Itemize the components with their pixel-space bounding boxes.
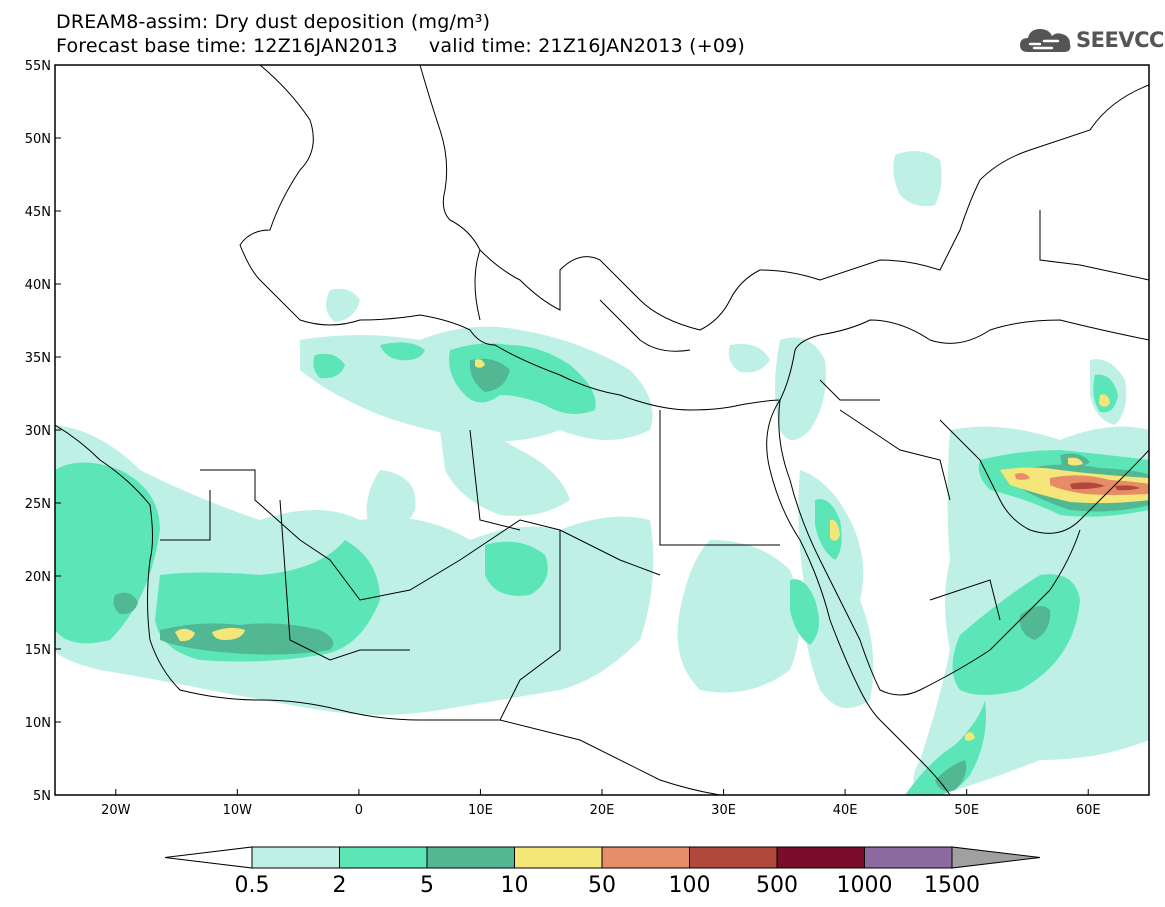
seevccc-logo: SEEVCCC (1018, 24, 1165, 58)
coastlines-and-borders (55, 65, 1149, 795)
colorbar-segment (514, 846, 603, 869)
colorbar-label: 2 (333, 873, 347, 898)
colorbar-label: 10 (501, 873, 529, 898)
lat-tick-label: 25N (25, 497, 51, 512)
lat-tick-label: 40N (25, 278, 51, 293)
lon-tick-label: 40E (833, 803, 858, 818)
logo-text: SEEVCCC (1076, 28, 1165, 52)
colorbar: 0.5 2 5 10 50 100 500 1000 1500 (164, 846, 1041, 898)
colorbar-label: 1500 (924, 873, 980, 898)
lon-tick-label: 60E (1076, 803, 1101, 818)
colorbar-label: 1000 (837, 873, 893, 898)
lat-tick-label: 50N (25, 132, 51, 147)
longitude-ticks: 20W 10W 0 10E 20E 30E 40E 50E 60E (101, 789, 1101, 818)
colorbar-segment (426, 846, 515, 869)
colorbar-segment (689, 846, 778, 869)
lat-tick-label: 45N (25, 205, 51, 220)
colorbar-segment (864, 846, 953, 869)
colorbar-label: 500 (756, 873, 798, 898)
cloud-logo-icon (1020, 29, 1071, 52)
dust-field (55, 65, 1149, 795)
lon-tick-label: 30E (711, 803, 736, 818)
colorbar-segment (251, 846, 340, 869)
colorbar-label: 50 (588, 873, 616, 898)
lat-tick-label: 35N (25, 351, 51, 366)
colorbar-label: 5 (420, 873, 434, 898)
colorbar-label: 0.5 (235, 873, 270, 898)
map-title: DREAM8-assim: Dry dust deposition (mg/m³… (56, 11, 491, 33)
lat-tick-label: 15N (25, 643, 51, 658)
lon-tick-label: 20E (590, 803, 615, 818)
lat-tick-label: 20N (25, 570, 51, 585)
colorbar-segment (776, 846, 865, 869)
colorbar-segment (601, 846, 690, 869)
lon-tick-label: 0 (355, 803, 363, 818)
lat-tick-label: 5N (33, 789, 51, 804)
lat-tick-label: 30N (25, 424, 51, 439)
colorbar-label: 100 (669, 873, 711, 898)
forecast-time-subtitle: Forecast base time: 12Z16JAN2013 valid t… (56, 35, 746, 57)
lon-tick-label: 10E (468, 803, 493, 818)
lat-tick-label: 55N (25, 59, 51, 74)
lon-tick-label: 20W (101, 803, 131, 818)
lat-tick-label: 10N (25, 716, 51, 731)
colorbar-segment (339, 846, 428, 869)
colorbar-under-triangle (164, 846, 253, 869)
lon-tick-label: 50E (954, 803, 979, 818)
colorbar-over-triangle (951, 846, 1041, 869)
latitude-ticks: 55N 50N 45N 40N 35N 30N 25N 20N 15N 10N 5N (25, 59, 61, 804)
lon-tick-label: 10W (223, 803, 253, 818)
dust-level-100 (1070, 482, 1140, 491)
